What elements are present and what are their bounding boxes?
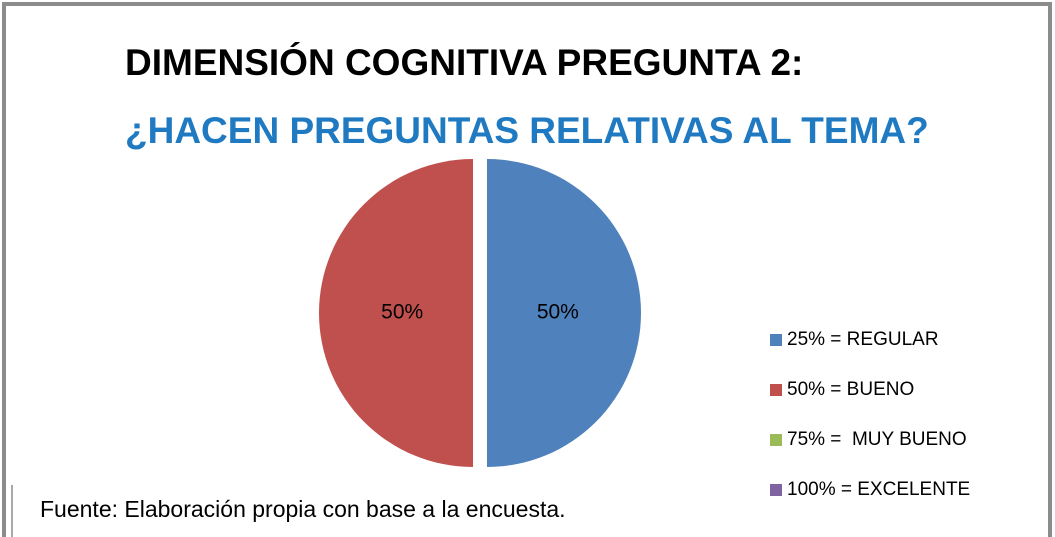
legend-swatch bbox=[770, 334, 782, 346]
legend-label: 100% = EXCELENTE bbox=[787, 479, 970, 500]
chart-subtitle: ¿HACEN PREGUNTAS RELATIVAS AL TEMA? bbox=[125, 110, 929, 151]
legend-swatch bbox=[770, 384, 782, 396]
data-label: 50% bbox=[381, 301, 423, 324]
data-label: 50% bbox=[537, 301, 579, 324]
legend-label: 75% = MUY BUENO bbox=[787, 429, 967, 450]
pie-slice bbox=[319, 159, 473, 467]
source: Fuente: Elaboración propia con base a la… bbox=[40, 496, 566, 522]
pie-slice bbox=[487, 159, 641, 467]
chart-title: DIMENSIÓN COGNITIVA PREGUNTA 2: bbox=[125, 42, 804, 83]
legend-label: 50% = BUENO bbox=[787, 379, 914, 400]
legend-swatch bbox=[770, 434, 782, 446]
legend-swatch bbox=[770, 484, 782, 496]
legend-label: 25% = REGULAR bbox=[787, 329, 939, 350]
